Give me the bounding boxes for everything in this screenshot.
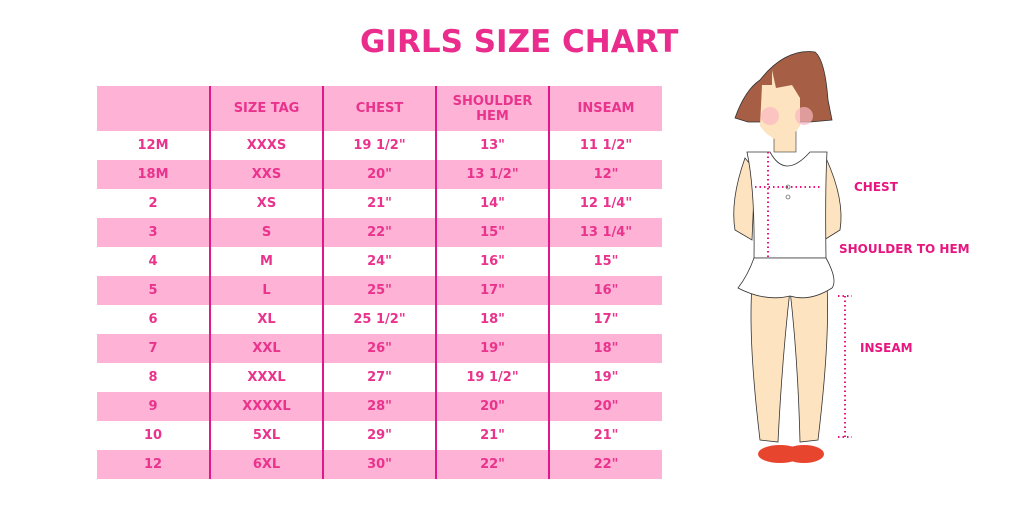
column-header: CHEST <box>322 86 436 131</box>
table-cell: M <box>209 247 323 276</box>
table-cell: 11 1/2" <box>548 131 662 160</box>
table-cell: XXXL <box>209 363 323 392</box>
table-cell: 12M <box>137 138 169 153</box>
table-cell: XS <box>209 189 323 218</box>
table-row: 9 XXXXL 28" 20" 20" <box>97 392 662 421</box>
table-cell: 22" <box>322 218 436 247</box>
inseam-label: INSEAM <box>860 341 913 355</box>
table-cell: 27" <box>322 363 436 392</box>
table-cell: 25 1/2" <box>322 305 436 334</box>
table-row: 12M XXXS 19 1/2" 13" 11 1/2" <box>97 131 662 160</box>
table-cell: 19" <box>548 363 662 392</box>
table-cell: 28" <box>322 392 436 421</box>
column-header: INSEAM <box>548 86 662 131</box>
table-cell: 20" <box>548 392 662 421</box>
page-title: GIRLS SIZE CHART <box>360 24 679 60</box>
table-cell: 12 1/4" <box>548 189 662 218</box>
table-cell: 6 <box>148 312 158 327</box>
table-cell: 19" <box>435 334 549 363</box>
table-row: 8 XXXL 27" 19 1/2" 19" <box>97 363 662 392</box>
table-cell: XL <box>209 305 323 334</box>
table-cell: 12" <box>548 160 662 189</box>
table-cell: 5 <box>97 276 210 305</box>
table-cell: 2 <box>148 196 158 211</box>
column-header: SHOULDER HEM <box>435 86 549 131</box>
table-row: 6 XL 25 1/2" 18" 17" <box>97 305 662 334</box>
table-cell: 16" <box>435 247 549 276</box>
table-cell: 9 <box>97 392 210 421</box>
table-cell: XXXS <box>209 131 323 160</box>
table-cell: 20" <box>322 160 436 189</box>
table-cell: 13" <box>435 131 549 160</box>
table-cell: 21" <box>322 189 436 218</box>
table-cell: 18" <box>548 334 662 363</box>
table-cell: 4 <box>148 254 158 269</box>
table-cell: 21" <box>548 421 662 450</box>
table-cell: 13 1/2" <box>435 160 549 189</box>
table-cell: 19 1/2" <box>322 131 436 160</box>
table-cell: L <box>209 276 323 305</box>
column-header <box>97 86 210 131</box>
table-cell: 18" <box>435 305 549 334</box>
table-cell: 26" <box>322 334 436 363</box>
table-row: 10 5XL 29" 21" 21" <box>97 421 662 450</box>
table-row: 2 XS 21" 14" 12 1/4" <box>97 189 662 218</box>
table-cell: 22" <box>435 450 549 479</box>
table-cell: 29" <box>322 421 436 450</box>
table-cell: 17" <box>548 305 662 334</box>
table-cell: 20" <box>435 392 549 421</box>
table-cell: 10 <box>143 428 163 443</box>
table-cell: 3 <box>97 218 210 247</box>
table-cell: 13 1/4" <box>548 218 662 247</box>
table-row: 5 L 25" 17" 16" <box>97 276 662 305</box>
girl-illustration <box>733 51 852 463</box>
table-header: SIZE TAG CHEST SHOULDER HEM INSEAM <box>97 86 662 131</box>
table-cell: XXXXL <box>209 392 323 421</box>
table-cell: 14" <box>435 189 549 218</box>
table-cell: 6XL <box>209 450 323 479</box>
table-cell: 15" <box>548 247 662 276</box>
column-header: SIZE TAG <box>209 86 323 131</box>
table-cell: 18M <box>97 160 210 189</box>
table-cell: 5XL <box>209 421 323 450</box>
table-cell: 25" <box>322 276 436 305</box>
table-row: 4 M 24" 16" 15" <box>97 247 662 276</box>
table-cell: 24" <box>322 247 436 276</box>
table-cell: 12 <box>97 450 210 479</box>
table-row: 12 6XL 30" 22" 22" <box>97 450 662 479</box>
chest-label: CHEST <box>854 180 898 194</box>
table-cell: 19 1/2" <box>435 363 549 392</box>
table-cell: XXL <box>209 334 323 363</box>
size-chart-table: SIZE TAG CHEST SHOULDER HEM INSEAM 12M XXXS 1… <box>97 86 662 479</box>
table-cell: 15" <box>435 218 549 247</box>
table-cell: XXS <box>209 160 323 189</box>
table-cell: 22" <box>548 450 662 479</box>
table-cell: 8 <box>148 370 158 385</box>
table-cell: 7 <box>97 334 210 363</box>
table-cell: 17" <box>435 276 549 305</box>
table-row: 18M XXS 20" 13 1/2" 12" <box>97 160 662 189</box>
shoulder-to-hem-label: SHOULDER TO HEM <box>839 242 970 256</box>
table-row: 3 S 22" 15" 13 1/4" <box>97 218 662 247</box>
table-cell: S <box>209 218 323 247</box>
table-row: 7 XXL 26" 19" 18" <box>97 334 662 363</box>
table-cell: 21" <box>435 421 549 450</box>
table-cell: 16" <box>548 276 662 305</box>
table-cell: 30" <box>322 450 436 479</box>
